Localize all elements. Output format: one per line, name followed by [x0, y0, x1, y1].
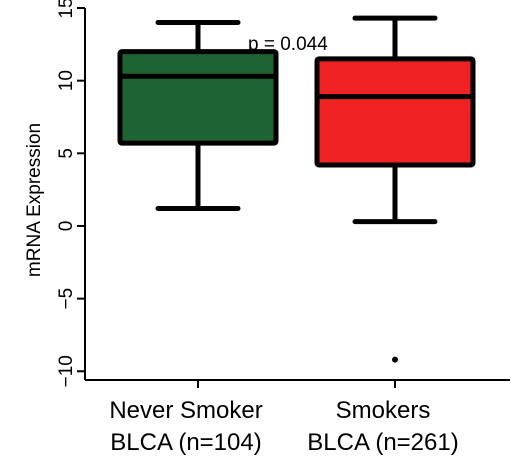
y-axis-title: mRNA Expression	[24, 123, 45, 277]
axes: −10 −5 0 5 10 15 Never Smoker BLCA (n=104) Smoke…	[56, 0, 510, 456]
x-category-label: Never Smoker	[109, 397, 262, 424]
outlier-point	[392, 356, 398, 363]
box-group	[117, 15, 476, 363]
x-category-sublabel: BLCA (n=104)	[110, 429, 261, 456]
y-tick-label: 5	[56, 148, 77, 159]
y-tick-label: 15	[56, 0, 77, 19]
y-tick-label: 0	[56, 221, 77, 232]
x-category-sublabel: BLCA (n=261)	[307, 429, 458, 456]
y-tick-label: −10	[56, 355, 77, 387]
box-iqr	[314, 56, 476, 168]
y-tick-label: −5	[56, 288, 77, 310]
box-iqr	[117, 49, 279, 146]
y-tick-label: 10	[56, 70, 77, 91]
x-category-label: Smokers	[336, 397, 431, 424]
p-value-annotation: p = 0.044	[248, 34, 328, 55]
